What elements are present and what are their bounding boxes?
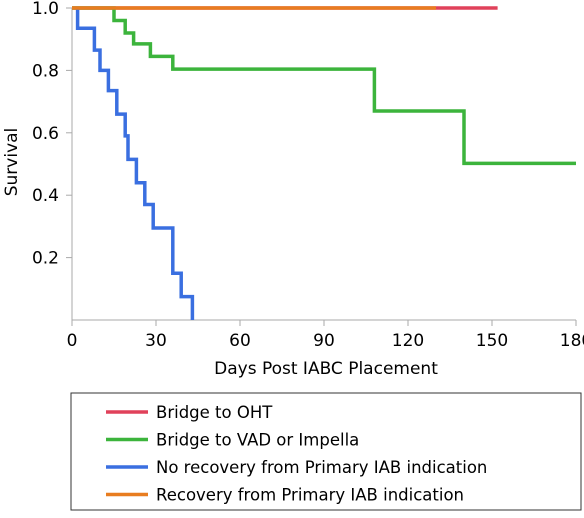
legend-label: Bridge to VAD or Impella: [156, 431, 359, 450]
x-tick-label: 150: [476, 331, 508, 351]
x-tick-label: 90: [313, 331, 335, 351]
y-tick-label: 0.8: [32, 61, 59, 81]
series-lines: [72, 6, 576, 320]
x-axis-title: Days Post IABC Placement: [214, 359, 438, 379]
axes: 0 30 60 90 120 150 180 0.2 0.4 0.6 0.8 1.0: [32, 0, 584, 351]
y-tick-label: 0.6: [32, 124, 59, 144]
legend-label: No recovery from Primary IAB indication: [156, 458, 487, 477]
y-tick-label: 0.4: [32, 186, 59, 206]
legend-label: Recovery from Primary IAB indication: [156, 486, 464, 505]
series-line-2: [75, 8, 195, 320]
y-tick-label: 1.0: [32, 0, 59, 19]
y-tick-label: 0.2: [32, 249, 59, 269]
x-tick-label: 0: [67, 331, 78, 351]
x-tick-label: 120: [392, 331, 424, 351]
x-tick-label: 180: [560, 331, 584, 351]
y-axis-title: Survival: [2, 128, 22, 197]
legend: Bridge to OHT Bridge to VAD or Impella No …: [70, 392, 582, 511]
x-tick-label: 30: [145, 331, 167, 351]
legend-box: [70, 392, 582, 511]
x-tick-label: 60: [229, 331, 251, 351]
series-line-1: [72, 6, 576, 166]
legend-label: Bridge to OHT: [156, 403, 273, 422]
